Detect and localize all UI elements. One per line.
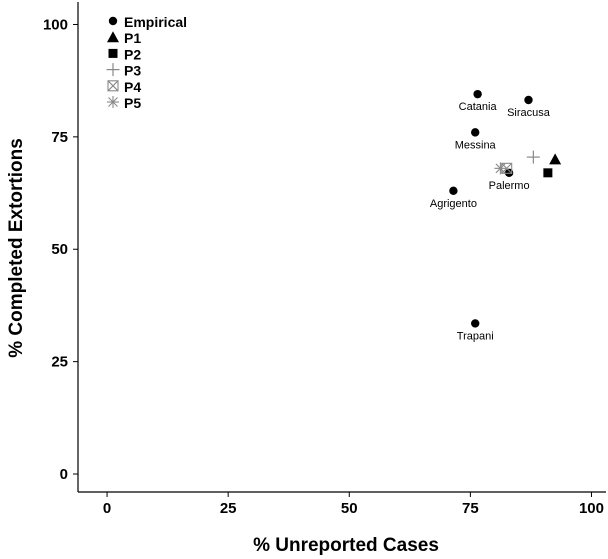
point-p5 [494,162,507,175]
legend-label: P3 [124,63,141,79]
point-label: Messina [455,139,497,151]
point-p3 [526,150,540,164]
point-empirical [473,89,482,99]
x-tick-label: 50 [341,500,358,517]
point-label: Trapani [457,330,494,342]
circle-marker [471,319,480,328]
legend-key-p3 [106,63,120,77]
x-axis-title: % Unreported Cases [253,535,439,556]
point-empirical [471,319,480,328]
x-tick-label: 25 [220,500,237,517]
asterisk-marker-d2 [495,163,506,174]
circle-marker [471,128,480,137]
y-tick-label: 0 [60,466,68,483]
y-axis-title: % Completed Extortions [6,138,27,358]
x-tick-label: 0 [103,500,111,517]
legend-key-p4 [107,80,119,92]
triangle-marker [549,153,562,165]
point-empirical [449,186,458,196]
circle-marker [449,186,458,196]
data-points [449,89,562,328]
legend-label: Empirical [124,14,187,30]
asterisk-marker-d2 [108,97,118,107]
triangle-marker [107,31,119,43]
legend-key-p5 [107,96,119,108]
legend-label: P5 [124,95,141,111]
point-p1 [549,153,562,165]
point-labels: Catania Siracusa Messina Palermo Agrigento Tr… [430,101,551,342]
axes [73,2,606,497]
legend-label: P2 [124,46,141,62]
boxx-marker-box [107,80,119,92]
boxx-marker-d2 [107,80,119,92]
circle-marker [524,95,533,105]
square-marker [543,168,553,178]
y-tick-label: 50 [51,241,68,258]
circle-marker [473,89,482,99]
y-tick-label: 75 [51,129,68,146]
x-tick-label: 100 [579,500,604,517]
point-label: Catania [459,101,498,113]
legend-key-p1 [107,31,119,43]
point-label: Siracusa [507,107,551,119]
legend-label: P1 [124,30,141,46]
point-p2 [543,168,553,178]
point-label: Palermo [489,180,530,192]
circle-marker [108,16,118,26]
legend-key-empirical [108,16,118,26]
x-tick-label: 75 [462,500,479,517]
y-tick-label: 100 [43,16,68,33]
point-empirical [471,128,480,137]
point-label: Agrigento [430,198,477,210]
y-tick-label: 25 [51,354,68,371]
square-marker [108,48,118,58]
tick-labels: 0 25 50 75 100 0 25 50 75 100 [43,16,604,517]
legend-label: P4 [124,79,141,95]
point-empirical [524,95,533,105]
legend-key-p2 [108,48,118,58]
